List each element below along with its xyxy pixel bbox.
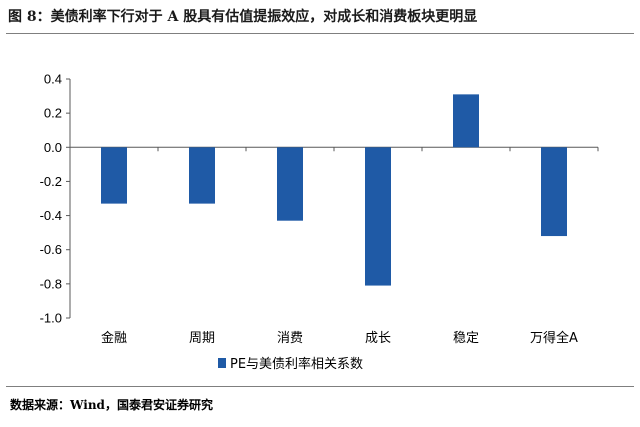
x-tick-label: 万得全A [530,330,578,346]
y-tick-label: 0.4 [44,72,62,87]
chart-legend: PE与美债利率相关系数 [218,356,363,372]
chart-axes [66,78,599,319]
y-tick-labels: 0.4 0.2 0.0 -0.2 -0.4 -0.6 -0.8 -1.0 [40,72,62,326]
chart-title: 图 8：美债利率下行对于 A 股具有估值提振效应，对成长和消费板块更明显 [8,9,478,25]
y-tick-label: -0.6 [40,242,62,257]
y-tick-label: -1.0 [40,311,62,326]
bar-1 [189,147,215,204]
y-tick-label: 0.2 [44,106,62,121]
bar-0 [101,147,127,204]
y-tick-label: 0.0 [44,140,62,155]
bar-3 [365,147,391,286]
y-tick-label: -0.2 [40,174,62,189]
bar-2 [277,147,303,221]
bar-4 [453,94,479,148]
x-tick-label: 金融 [101,330,127,346]
bar-5 [541,147,567,237]
y-tick-label: -0.4 [40,208,62,223]
title-divider [6,33,634,34]
x-tick-label: 成长 [365,331,391,346]
x-tick-label: 消费 [277,331,303,346]
y-tick-label: -0.8 [40,276,62,291]
source-note: 数据来源：Wind，国泰君安证券研究 [10,398,213,412]
source-divider [6,386,634,387]
chart-bars [101,94,567,286]
x-tick-labels: 金融 周期 消费 成长 稳定 万得全A [101,330,578,346]
legend-swatch [218,358,226,368]
x-tick-label: 稳定 [453,330,479,346]
legend-label: PE与美债利率相关系数 [230,356,363,372]
x-tick-label: 周期 [189,331,215,346]
